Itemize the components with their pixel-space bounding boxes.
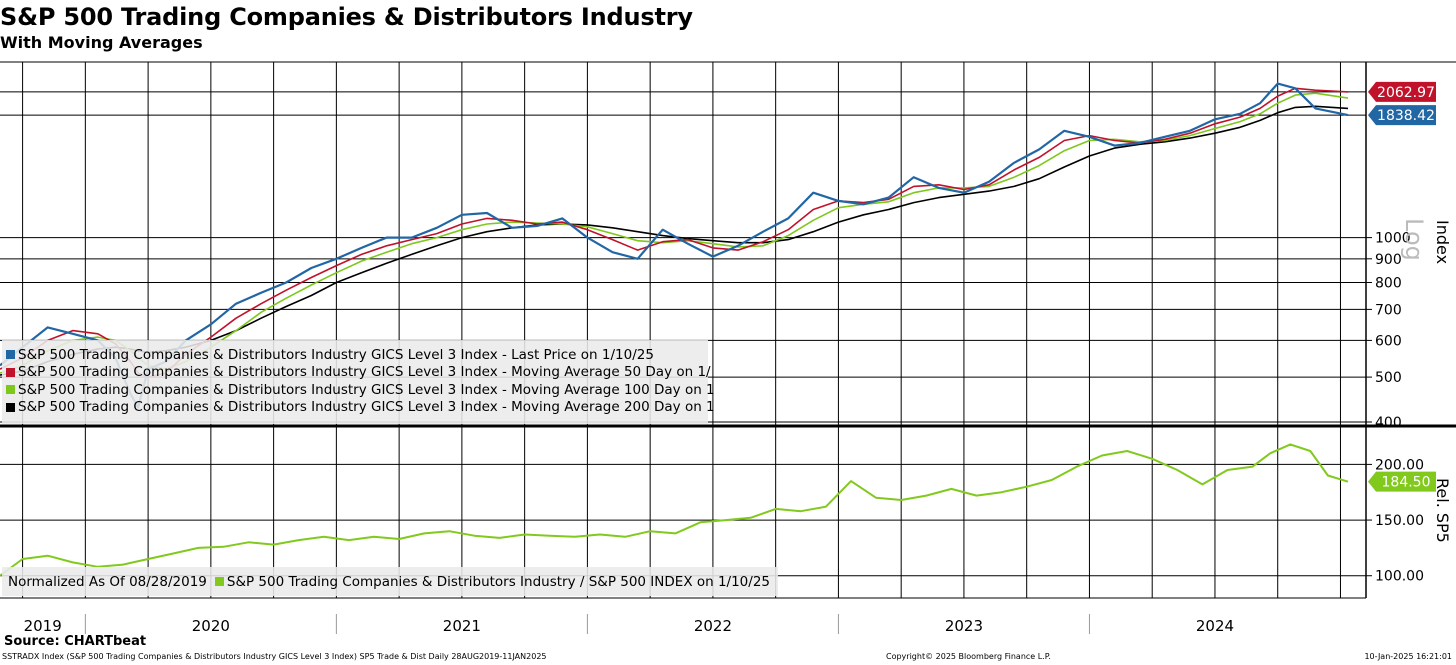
axes <box>0 61 1456 634</box>
y-tick-label: 600 <box>1375 333 1402 349</box>
y-tick-label: 800 <box>1375 276 1402 292</box>
last-price-label-relative-marker <box>1368 471 1436 492</box>
y-axis-label-relative: Rel. SP5 <box>1433 478 1452 543</box>
legend-label-ma200: S&P 500 Trading Companies & Distributors… <box>18 399 715 416</box>
bottom-series-lines <box>0 443 1349 577</box>
x-tick-label: 2021 <box>443 617 481 635</box>
legend-label-ma100: S&P 500 Trading Companies & Distributors… <box>18 381 715 398</box>
legend-item-relative: Normalized As Of 08/28/2019 S&P 500 Trad… <box>2 567 778 596</box>
y-tick-label: 150.00 <box>1375 513 1424 529</box>
last-price-label-ma50: 2062.97 <box>1368 81 1436 102</box>
x-tick-label: 2023 <box>945 617 983 635</box>
legend-swatch-price <box>6 350 15 360</box>
bottom-legend: Normalized As Of 08/28/2019 S&P 500 Trad… <box>2 567 778 596</box>
footer-copyright: Copyright© 2025 Bloomberg Finance L.P. <box>886 652 1051 661</box>
footer-timestamp: 10-Jan-2025 16:21:01 <box>1364 652 1452 661</box>
chart-title: S&P 500 Trading Companies & Distributors… <box>0 3 693 31</box>
x-tick-label: 2022 <box>694 617 732 635</box>
last-price-label-relative-text: 184.50 <box>1382 475 1431 491</box>
log-scale-watermark: Log <box>1400 218 1428 261</box>
legend-normalized-note: Normalized As Of 08/28/2019 <box>8 573 207 590</box>
last-price-label-price-text: 1838.42 <box>1377 108 1435 124</box>
chart-subtitle: With Moving Averages <box>0 33 203 52</box>
last-price-label-relative: 184.50 <box>1368 471 1436 492</box>
legend-label-price: S&P 500 Trading Companies & Distributors… <box>18 346 654 363</box>
top-legend: S&P 500 Trading Companies & Distributors… <box>2 340 715 424</box>
x-tick-label: 2019 <box>24 617 62 635</box>
x-tick-label: 2024 <box>1196 617 1234 635</box>
y-tick-label: 200.00 <box>1375 457 1424 473</box>
legend-item-ma200: S&P 500 Trading Companies & Distributors… <box>2 399 715 417</box>
legend-item-ma50: S&P 500 Trading Companies & Distributors… <box>2 364 711 382</box>
y-tick-label: 100.00 <box>1375 569 1424 585</box>
legend-item-ma100: S&P 500 Trading Companies & Distributors… <box>2 381 715 399</box>
x-tick-label: 2020 <box>192 617 230 635</box>
y-tick-label: 1000 <box>1375 231 1411 247</box>
last-price-label-ma50-text: 2062.97 <box>1377 85 1435 101</box>
footer-left: SSTRADX Index (S&P 500 Trading Companies… <box>2 652 547 661</box>
legend-item-price: S&P 500 Trading Companies & Distributors… <box>2 346 708 364</box>
y-tick-label: 900 <box>1375 252 1402 268</box>
ma50-line <box>0 87 1349 378</box>
last-price-label-price-marker <box>1368 105 1436 126</box>
last-price-label-ma50-marker <box>1368 81 1436 102</box>
legend-label-relative: S&P 500 Trading Companies & Distributors… <box>226 573 771 590</box>
axis-labels: 400 500 600 700 800 900 1000 100.00 150.00 200.00… <box>24 81 1436 635</box>
y-tick-label: 400 <box>1375 415 1402 431</box>
source-note: Source: CHARTbeat <box>4 634 147 649</box>
legend-swatch-ma200 <box>6 402 15 412</box>
legend-swatch-ma100 <box>6 385 15 395</box>
legend-label-ma50: S&P 500 Trading Companies & Distributors… <box>18 364 711 381</box>
last-price-label-price: 1838.42 <box>1368 105 1436 126</box>
legend-swatch-relative <box>214 577 224 586</box>
legend-swatch-ma50 <box>6 367 15 377</box>
relative-line <box>0 443 1349 577</box>
y-tick-label: 500 <box>1375 370 1402 386</box>
y-axis-label-index: Index <box>1433 220 1452 265</box>
y-tick-label: 700 <box>1375 302 1402 318</box>
